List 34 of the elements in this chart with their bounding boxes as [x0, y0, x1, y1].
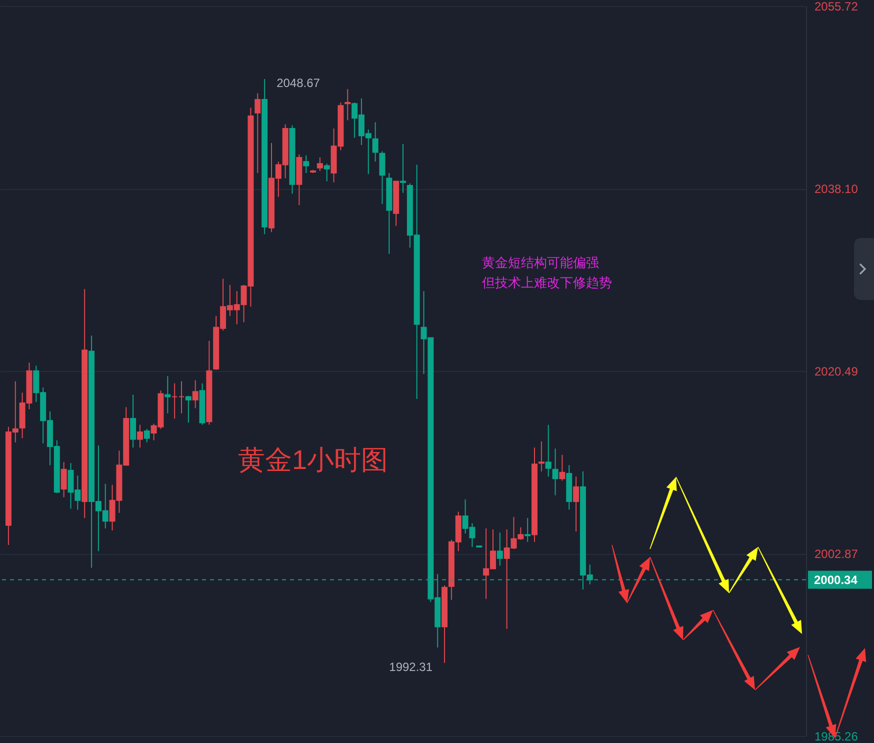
candlestick — [524, 518, 531, 542]
ref-line-label: 2000.34 — [814, 572, 858, 587]
candlestick — [60, 462, 67, 498]
candlestick — [164, 376, 171, 414]
candlestick — [379, 150, 386, 205]
annotation: 黄金短结构可能偏强 — [482, 255, 599, 270]
candlestick — [303, 154, 310, 174]
candlestick — [172, 382, 178, 420]
candlestick — [573, 476, 580, 532]
candlestick — [552, 448, 558, 496]
candlestick — [538, 440, 544, 472]
candlestick — [130, 394, 136, 448]
candlestick — [545, 424, 552, 478]
candlestick — [136, 424, 143, 448]
candlestick — [400, 144, 406, 194]
annotation: 1992.31 — [389, 660, 433, 674]
candlestick — [144, 428, 150, 443]
candlestick — [178, 380, 185, 414]
candlestick — [344, 88, 351, 121]
y-tick-label: 2020.49 — [814, 364, 858, 378]
annotation: 2048.67 — [276, 76, 320, 90]
y-tick-label: 2038.10 — [814, 182, 858, 196]
candlestick — [192, 380, 198, 409]
candlestick — [372, 122, 378, 162]
annotation: 黄金1小时图 — [238, 445, 388, 475]
y-tick-label: 2002.87 — [814, 547, 858, 562]
candlestick — [254, 92, 261, 174]
y-tick-label: 2055.72 — [814, 0, 858, 14]
candlestick — [559, 454, 566, 482]
candlestick — [185, 395, 192, 424]
annotation: 但技术上难改下修趋势 — [482, 275, 612, 290]
candlestick — [324, 163, 330, 182]
candlestick — [316, 156, 323, 172]
candlestick — [496, 532, 503, 566]
